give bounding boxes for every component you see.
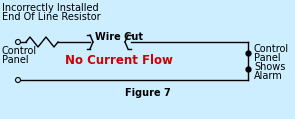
Text: Panel: Panel: [254, 53, 281, 63]
Text: Incorrectly Installed: Incorrectly Installed: [2, 3, 99, 13]
Text: Shows: Shows: [254, 62, 285, 72]
Text: No Current Flow: No Current Flow: [65, 54, 173, 67]
Text: Control: Control: [254, 44, 289, 54]
Text: Wire Cut: Wire Cut: [95, 32, 143, 42]
Text: End Of Line Resistor: End Of Line Resistor: [2, 12, 101, 22]
Text: Alarm: Alarm: [254, 71, 283, 81]
Text: Figure 7: Figure 7: [125, 88, 171, 98]
Text: Control: Control: [2, 46, 37, 56]
Text: Panel: Panel: [2, 55, 29, 65]
